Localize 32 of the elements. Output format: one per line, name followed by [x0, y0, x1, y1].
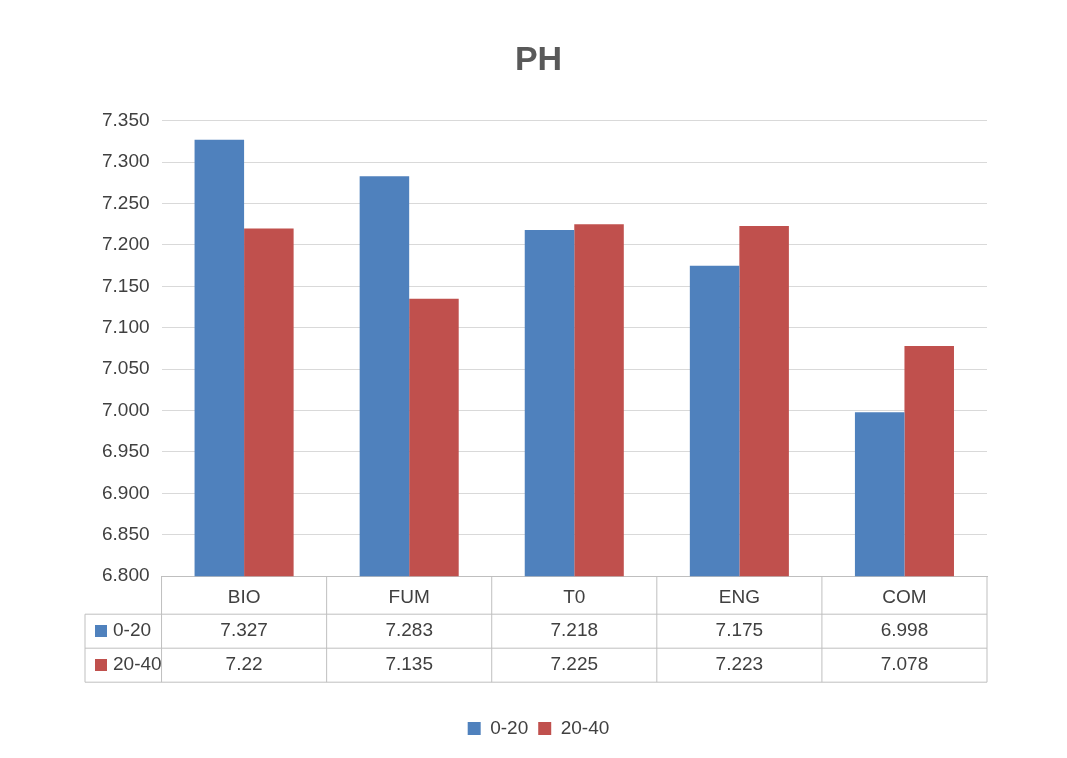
data-label: 7.225: [550, 653, 599, 675]
x-tick-label: BIO: [227, 585, 261, 607]
chart-title: PH: [514, 38, 563, 77]
data-label: 6.998: [880, 619, 929, 641]
y-tick-label: 7.150: [102, 274, 150, 296]
x-tick-label: T0: [563, 585, 586, 607]
data-label: 7.283: [385, 619, 433, 641]
legend-label: 0-20: [490, 716, 529, 738]
legend-label: 20-40: [560, 716, 610, 738]
data-label: 7.135: [385, 653, 433, 675]
text: 0-20: [113, 619, 152, 641]
y-tick-label: 6.950: [102, 440, 150, 462]
data-label: 7.175: [715, 619, 764, 641]
data-label: 7.223: [715, 653, 764, 675]
y-tick-label: 6.800: [102, 564, 150, 586]
x-tick-label: ENG: [718, 585, 760, 607]
y-tick-label: 7.350: [102, 109, 150, 131]
y-tick-label: 6.850: [102, 523, 150, 545]
y-tick-label: 7.050: [102, 357, 150, 379]
x-tick-label: FUM: [388, 585, 430, 607]
data-label: 7.22: [225, 653, 263, 675]
y-tick-label: 7.100: [102, 316, 150, 338]
data-label: 7.078: [880, 653, 929, 675]
data-label: 7.218: [550, 619, 599, 641]
data-label: 7.327: [220, 619, 268, 641]
y-tick-label: 7.000: [102, 398, 150, 420]
y-tick-label: 7.300: [102, 150, 150, 172]
y-tick-label: 6.900: [102, 481, 150, 503]
x-tick-label: COM: [882, 585, 927, 607]
y-tick-label: 7.200: [102, 233, 150, 255]
y-tick-label: 7.250: [102, 191, 150, 213]
text: 20-40: [113, 653, 162, 675]
